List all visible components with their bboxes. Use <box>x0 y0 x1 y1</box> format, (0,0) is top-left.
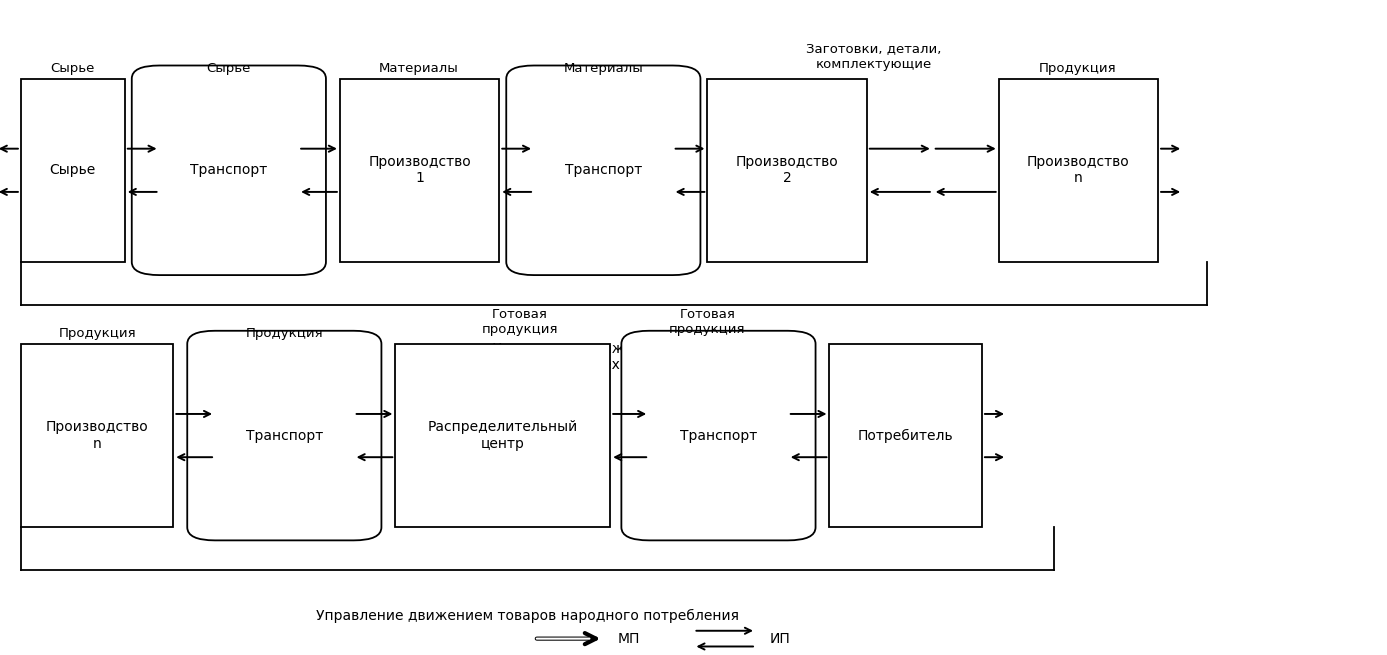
Text: Производство
1: Производство 1 <box>368 155 472 185</box>
FancyBboxPatch shape <box>829 344 982 527</box>
Text: Материалы: Материалы <box>563 62 644 75</box>
Text: Заготовки, детали,
комплектующие: Заготовки, детали, комплектующие <box>806 43 942 71</box>
Text: Управление движением товаров народного потребления: Управление движением товаров народного п… <box>316 608 738 623</box>
FancyBboxPatch shape <box>21 344 173 527</box>
FancyBboxPatch shape <box>340 79 499 262</box>
Text: Производство
2: Производство 2 <box>735 155 839 185</box>
FancyBboxPatch shape <box>621 331 816 540</box>
Text: Распределительный
центр: Распределительный центр <box>427 421 578 451</box>
Text: Сырье: Сырье <box>50 163 96 178</box>
Text: Сырье: Сырье <box>50 62 94 75</box>
Text: Транспорт: Транспорт <box>245 428 323 443</box>
Text: Готовая
продукция: Готовая продукция <box>481 308 559 336</box>
Text: Продукция: Продукция <box>1039 62 1117 75</box>
FancyBboxPatch shape <box>187 331 381 540</box>
Text: Транспорт: Транспорт <box>565 163 642 178</box>
Text: Материалы: Материалы <box>379 62 459 75</box>
Text: Транспорт: Транспорт <box>190 163 268 178</box>
Text: Транспорт: Транспорт <box>680 428 757 443</box>
FancyBboxPatch shape <box>506 66 700 275</box>
Text: ИП: ИП <box>770 631 791 646</box>
Text: Сырье: Сырье <box>207 62 251 75</box>
FancyBboxPatch shape <box>395 344 610 527</box>
FancyBboxPatch shape <box>21 79 125 262</box>
Text: Управление движением продукции
производственно-технического назначения: Управление движением продукции производс… <box>462 342 786 372</box>
Text: Производство
n: Производство n <box>46 421 148 451</box>
FancyBboxPatch shape <box>132 66 326 275</box>
Text: Потребитель: Потребитель <box>859 428 953 443</box>
FancyBboxPatch shape <box>707 79 867 262</box>
Text: МП: МП <box>617 631 639 646</box>
FancyBboxPatch shape <box>999 79 1158 262</box>
Text: Продукция: Продукция <box>245 328 323 341</box>
Text: Готовая
продукция: Готовая продукция <box>669 308 746 336</box>
Text: Производство
n: Производство n <box>1026 155 1130 185</box>
Text: Продукция: Продукция <box>58 328 136 341</box>
